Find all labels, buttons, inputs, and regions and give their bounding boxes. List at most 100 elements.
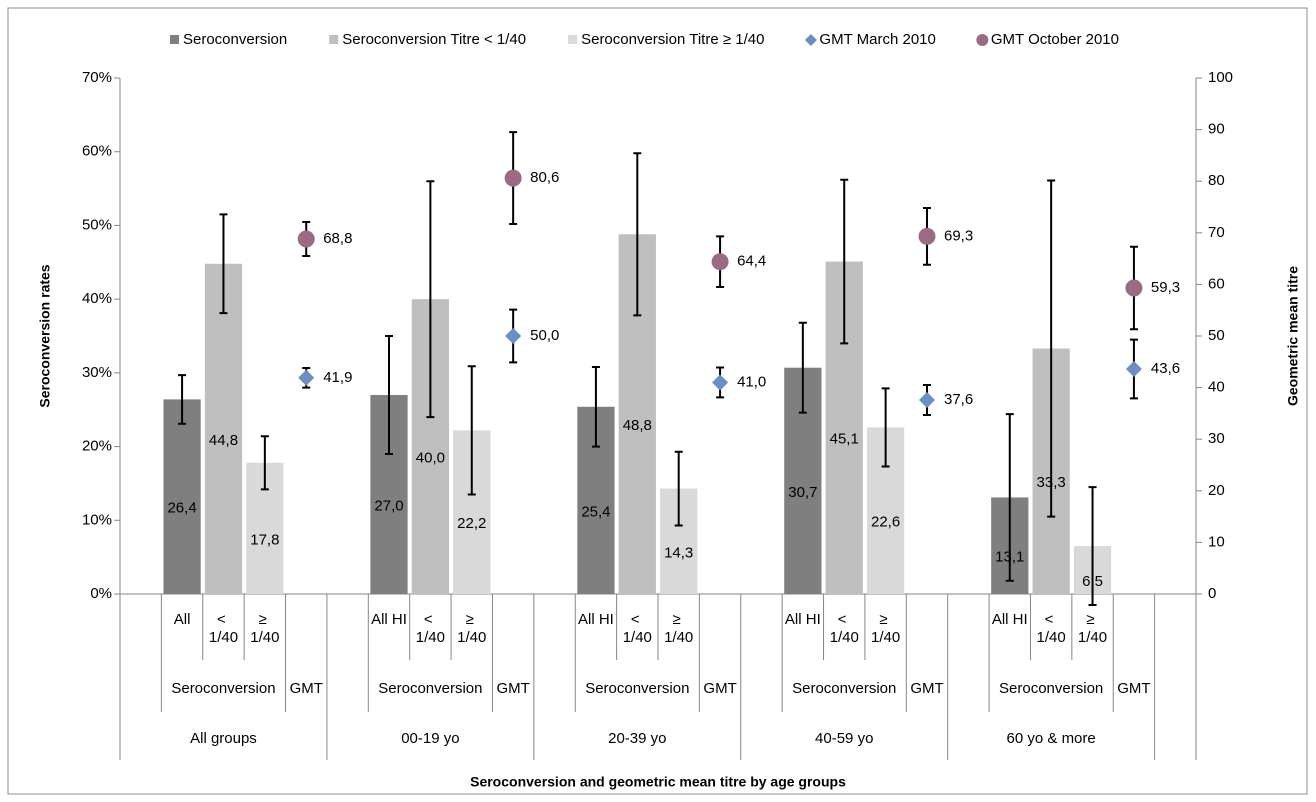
marker bbox=[505, 328, 522, 344]
error-bar bbox=[260, 435, 269, 491]
marker bbox=[918, 227, 936, 245]
legend-swatch bbox=[170, 35, 179, 44]
group-label: 00-19 yo bbox=[401, 730, 459, 747]
bar bbox=[204, 263, 243, 594]
legend-swatch bbox=[568, 35, 578, 44]
error-bar bbox=[426, 180, 435, 419]
marker bbox=[919, 391, 935, 408]
subcategory-label: GMT bbox=[290, 680, 323, 697]
value-label: 30,7 bbox=[788, 484, 817, 501]
y-tick-label: 0% bbox=[90, 585, 112, 602]
value-label: 48,8 bbox=[623, 417, 652, 434]
y2-tick-label: 0 bbox=[1208, 585, 1216, 602]
y2-tick-label: 40 bbox=[1208, 379, 1225, 396]
value-label: 45,1 bbox=[830, 431, 859, 448]
value-label: 41,0 bbox=[737, 373, 766, 390]
marker bbox=[712, 374, 729, 391]
y2-tick-label: 20 bbox=[1208, 482, 1225, 499]
x-tick-label: ≥ 1/40 bbox=[1078, 611, 1107, 646]
value-label: 22,2 bbox=[457, 515, 486, 532]
value-label: 40,0 bbox=[416, 450, 445, 467]
legend-label: GMT March 2010 bbox=[819, 31, 935, 48]
value-label: 26,4 bbox=[167, 500, 196, 517]
error-bar bbox=[1005, 413, 1014, 582]
value-label: 17,8 bbox=[250, 531, 279, 548]
y-axis-title: Seroconversion rates bbox=[37, 264, 53, 407]
legend-swatch bbox=[804, 34, 817, 46]
x-tick-label: < 1/40 bbox=[1037, 611, 1066, 646]
error-bar bbox=[881, 387, 890, 468]
error-bar bbox=[467, 365, 476, 496]
value-label: 37,6 bbox=[944, 391, 973, 408]
x-tick-label: All bbox=[174, 611, 191, 628]
group-label: 60 yo & more bbox=[1007, 730, 1096, 747]
x-tick-label: < 1/40 bbox=[416, 611, 445, 646]
legend-label: Seroconversion bbox=[183, 31, 287, 48]
legend-swatch bbox=[976, 34, 989, 46]
y2-tick-label: 100 bbox=[1208, 69, 1233, 86]
y-tick-label: 70% bbox=[82, 69, 112, 86]
error-bar bbox=[591, 365, 600, 448]
error-bar bbox=[798, 321, 807, 414]
x-tick-label: ≥ 1/40 bbox=[664, 611, 693, 646]
value-label: 22,6 bbox=[871, 514, 900, 531]
value-label: 50,0 bbox=[530, 327, 559, 344]
x-tick-label: ≥ 1/40 bbox=[250, 611, 279, 646]
error-bar bbox=[219, 213, 228, 315]
marker bbox=[1125, 279, 1143, 297]
chart-border bbox=[7, 7, 1308, 795]
y-tick-label: 60% bbox=[82, 143, 112, 160]
y2-axis-title: Geometric mean titre bbox=[1285, 266, 1301, 406]
value-label: 64,4 bbox=[737, 253, 766, 270]
y-tick-label: 50% bbox=[82, 216, 112, 233]
legend-label: Seroconversion Titre < 1/40 bbox=[342, 31, 526, 48]
value-label: 69,3 bbox=[944, 227, 973, 244]
error-bar bbox=[178, 374, 187, 425]
value-label: 25,4 bbox=[581, 503, 610, 520]
value-label: 44,8 bbox=[209, 432, 238, 449]
error-bar bbox=[840, 178, 849, 345]
legend-swatch bbox=[329, 35, 339, 44]
y2-tick-label: 90 bbox=[1208, 121, 1225, 138]
x-tick-label: ≥ 1/40 bbox=[457, 611, 486, 646]
x-tick-label: All HI bbox=[578, 611, 614, 628]
x-tick-label: < 1/40 bbox=[830, 611, 859, 646]
x-tick-label: < 1/40 bbox=[209, 611, 238, 646]
y2-tick-label: 80 bbox=[1208, 172, 1225, 189]
value-label: 68,8 bbox=[323, 230, 352, 247]
x-tick-label: < 1/40 bbox=[623, 611, 652, 646]
x-axis-title: Seroconversion and geometric mean titre … bbox=[470, 774, 846, 790]
value-label: 80,6 bbox=[530, 169, 559, 186]
y-tick-label: 20% bbox=[82, 438, 112, 455]
bar bbox=[163, 399, 201, 594]
error-bar bbox=[385, 335, 393, 455]
value-label: 27,0 bbox=[374, 497, 403, 514]
subcategory-label: GMT bbox=[496, 680, 529, 697]
y2-tick-label: 30 bbox=[1208, 430, 1225, 447]
error-bar bbox=[633, 152, 642, 317]
value-label: 14,3 bbox=[664, 544, 693, 561]
marker bbox=[298, 369, 315, 386]
y2-tick-label: 50 bbox=[1208, 327, 1225, 344]
legend-label: GMT October 2010 bbox=[991, 31, 1119, 48]
y2-tick-label: 70 bbox=[1208, 224, 1225, 241]
value-label: 6,5 bbox=[1082, 573, 1103, 590]
marker bbox=[1125, 361, 1142, 378]
subcategory-label: GMT bbox=[910, 680, 943, 697]
legend-label: Seroconversion Titre ≥ 1/40 bbox=[581, 31, 764, 48]
value-label: 41,9 bbox=[323, 369, 352, 386]
subcategory-label: GMT bbox=[1117, 680, 1150, 697]
y2-tick-label: 10 bbox=[1208, 533, 1225, 550]
marker bbox=[504, 169, 522, 187]
marker bbox=[711, 253, 729, 271]
value-label: 59,3 bbox=[1151, 279, 1180, 296]
x-tick-label: All HI bbox=[785, 611, 821, 628]
y-tick-label: 30% bbox=[82, 364, 112, 381]
group-label: All groups bbox=[190, 730, 257, 747]
subcategory-label: Seroconversion bbox=[999, 680, 1103, 697]
marker bbox=[297, 230, 315, 248]
y-tick-label: 40% bbox=[82, 290, 112, 307]
error-bar bbox=[674, 450, 683, 527]
y-tick-label: 10% bbox=[82, 511, 112, 528]
